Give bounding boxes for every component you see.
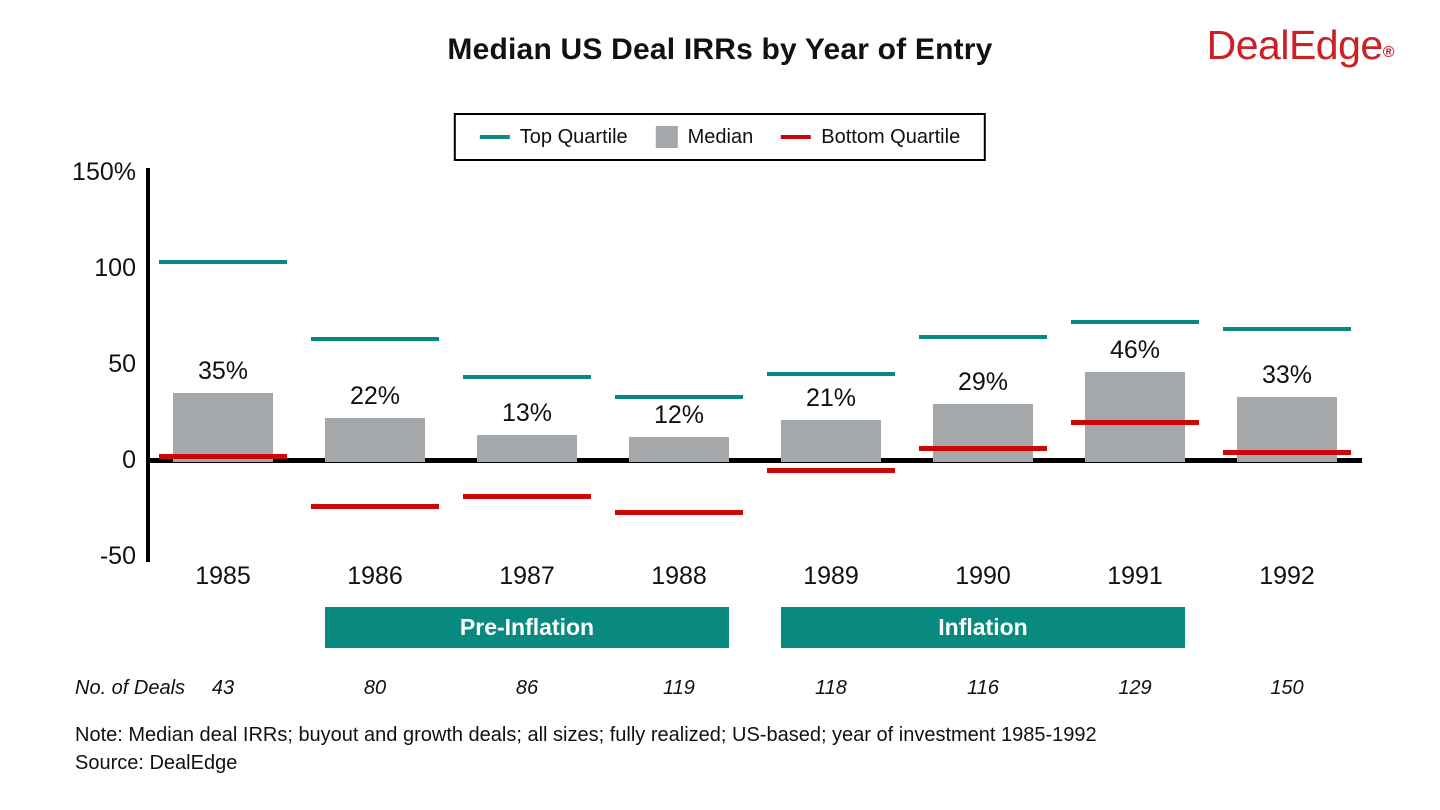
top-quartile-line: [919, 335, 1047, 339]
top-quartile-line: [159, 260, 287, 264]
bottom-quartile-line: [767, 468, 895, 473]
y-axis-tick-label: -50: [99, 542, 136, 570]
x-axis-year-label: 1990: [955, 562, 1011, 590]
y-axis-tick-label: 0: [122, 446, 136, 474]
logo-text: DealEdge: [1206, 22, 1384, 68]
median-value-label: 13%: [501, 399, 553, 427]
deal-count: 118: [815, 677, 847, 699]
median-box-icon: [655, 126, 678, 148]
median-bar: [933, 404, 1033, 462]
top-quartile-line: [615, 395, 743, 399]
y-axis-tick-label: 50: [108, 350, 136, 378]
top-quartile-line: [1223, 327, 1351, 331]
x-axis-year-label: 1992: [1259, 562, 1315, 590]
y-axis-line: [146, 168, 150, 562]
bottom-quartile-line: [1223, 450, 1351, 455]
deal-count: 150: [1270, 677, 1304, 699]
top-quartile-line: [463, 375, 591, 379]
deal-count: 116: [967, 677, 999, 699]
x-axis-year-label: 1989: [803, 562, 859, 590]
page-title: Median US Deal IRRs by Year of Entry: [447, 33, 993, 66]
top-quartile-line: [311, 337, 439, 341]
dealedge-logo: DealEdge®: [1206, 22, 1395, 69]
bottom-quartile-line: [615, 510, 743, 515]
median-value-label: 29%: [957, 368, 1009, 396]
bottom-quartile-line: [919, 446, 1047, 451]
deal-count: 86: [515, 677, 539, 699]
deals-row-label: No. of Deals: [75, 677, 186, 699]
legend-item-median: Median: [655, 125, 754, 149]
bottom-quartile-line: [159, 454, 287, 459]
median-value-label: 12%: [653, 401, 705, 429]
x-axis-year-label: 1988: [651, 562, 707, 590]
bottom-quartile-line-icon: [781, 135, 812, 139]
deal-count: 80: [363, 677, 387, 699]
median-bar: [781, 420, 881, 462]
category-band: Pre-Inflation: [325, 607, 729, 648]
bottom-quartile-line: [311, 504, 439, 509]
category-band: Inflation: [781, 607, 1185, 648]
deal-count: 119: [663, 677, 695, 699]
bottom-quartile-line: [1071, 420, 1199, 425]
median-bar: [629, 437, 729, 462]
y-axis-tick-label: 100: [94, 254, 136, 282]
x-axis-zero-line: [146, 458, 1362, 463]
deal-count: 43: [211, 677, 235, 699]
median-bar: [477, 435, 577, 462]
legend-label: Median: [687, 125, 754, 148]
median-bar: [1085, 372, 1185, 462]
bottom-quartile-line: [463, 494, 591, 499]
median-bar: [173, 393, 273, 462]
top-quartile-line: [1071, 320, 1199, 324]
legend-label: Top Quartile: [519, 125, 628, 148]
x-axis-year-label: 1991: [1107, 562, 1163, 590]
top-quartile-line-icon: [479, 135, 510, 139]
median-bar: [325, 418, 425, 462]
median-value-label: 33%: [1261, 361, 1313, 389]
x-axis-year-label: 1985: [195, 562, 251, 590]
legend-label: Bottom Quartile: [821, 125, 961, 148]
top-quartile-line: [767, 372, 895, 376]
chart-legend: Top Quartile Median Bottom Quartile: [453, 113, 987, 161]
registered-trademark-icon: ®: [1382, 44, 1395, 61]
median-value-label: 22%: [349, 382, 401, 410]
deal-count: 129: [1118, 677, 1152, 699]
footnote-source: Source: DealEdge: [75, 752, 238, 774]
x-axis-year-label: 1986: [347, 562, 403, 590]
legend-item-bottom-quartile: Bottom Quartile: [781, 126, 960, 149]
footnote-note: Note: Median deal IRRs; buyout and growt…: [75, 724, 1097, 746]
median-value-label: 46%: [1109, 336, 1161, 364]
legend-item-top-quartile: Top Quartile: [479, 125, 628, 149]
median-value-label: 35%: [197, 357, 249, 385]
median-value-label: 21%: [805, 384, 857, 412]
y-axis-tick-label: 150%: [72, 158, 136, 186]
x-axis-year-label: 1987: [499, 562, 555, 590]
